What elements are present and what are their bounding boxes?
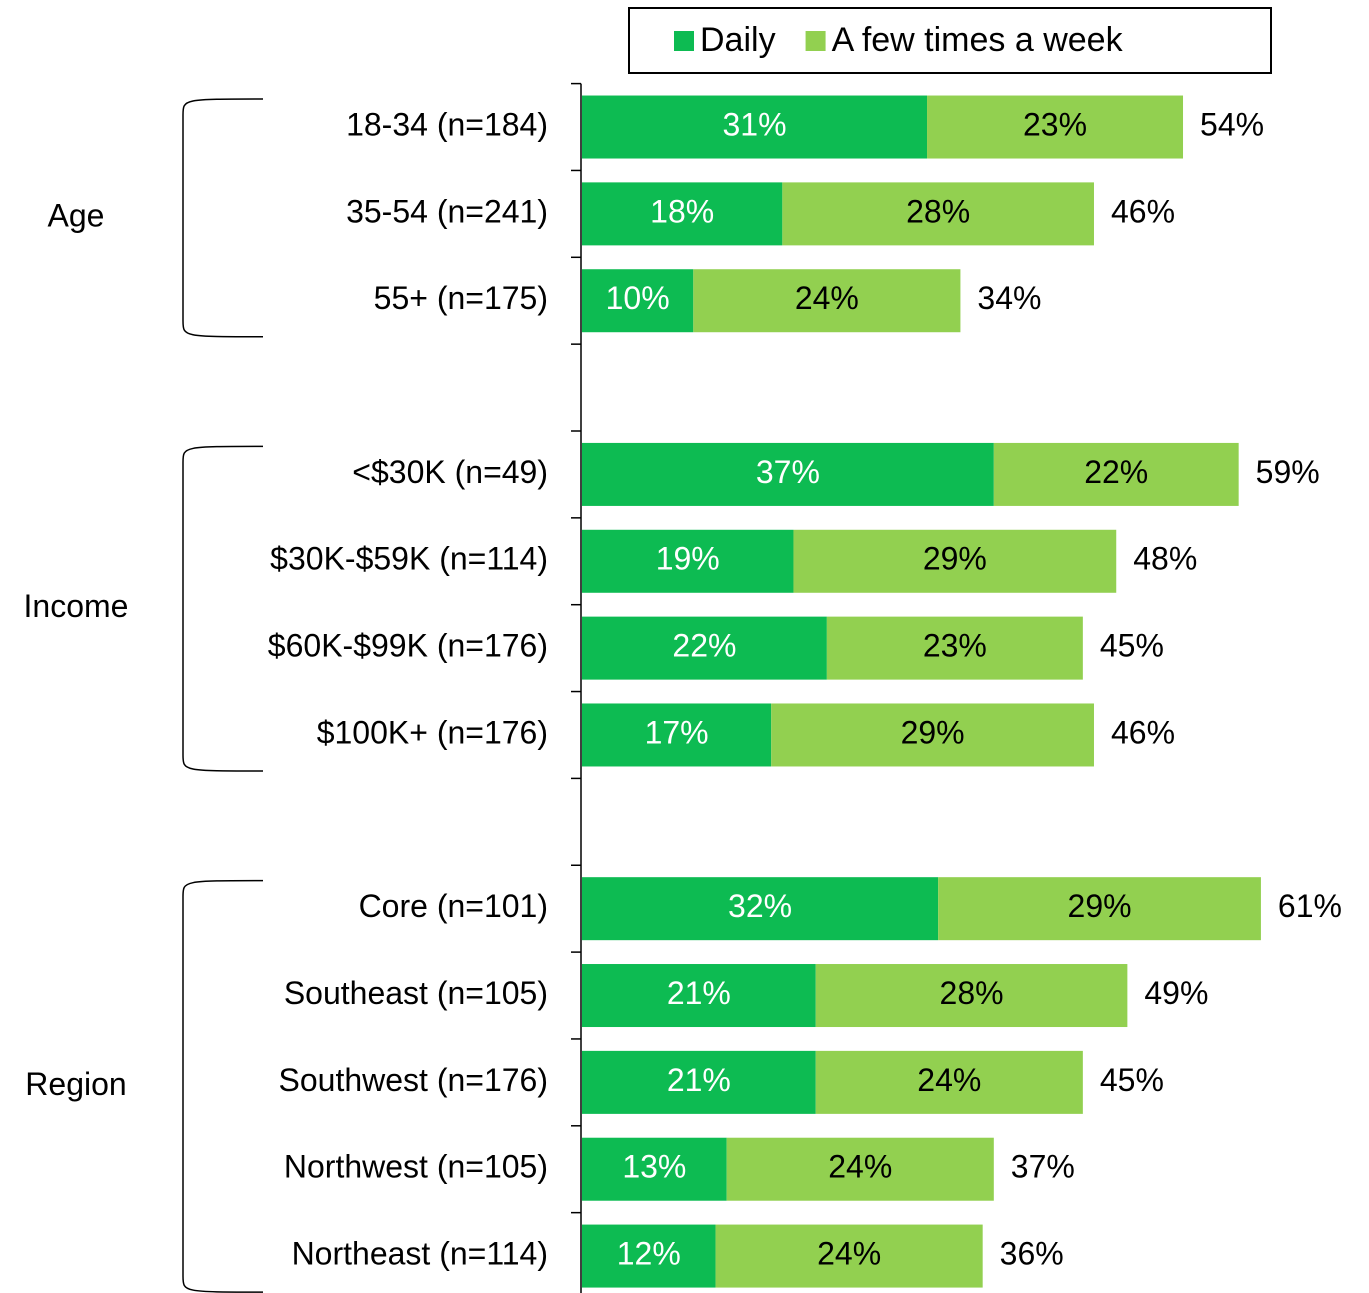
segment-label: 23% [923,628,987,664]
category-label: 18-34 (n=184) [346,106,548,142]
segment-label: 17% [645,714,709,750]
segment-label: 28% [940,975,1004,1011]
total-label: 45% [1100,1062,1164,1098]
segment-label: 21% [667,1062,731,1098]
group-bracket [182,879,264,1293]
total-label: 46% [1111,193,1175,229]
group-bracket [182,445,264,772]
segment-label: 24% [795,280,859,316]
bar-segment [782,182,1094,246]
total-label: 54% [1200,106,1264,142]
bar-segment [582,1137,727,1201]
bar-segment [582,269,694,333]
bar-segment [582,1050,816,1114]
bar-segment [815,1050,1083,1114]
segment-label: 19% [656,541,720,577]
bar-segment [582,442,994,506]
bar-segment [582,964,816,1028]
bar-segment [927,95,1184,159]
bar-segment [582,95,928,159]
bar-segment [582,1224,716,1288]
legend-box [628,7,1272,74]
bar-segment [582,703,772,767]
segment-label: 32% [728,888,792,924]
bar-segment [693,269,961,333]
category-label: $100K+ (n=176) [317,714,548,750]
total-label: 34% [977,280,1041,316]
bar-segment [582,529,794,593]
category-label: $60K-$99K (n=176) [268,628,548,664]
category-label: Northwest (n=105) [284,1149,548,1185]
legend-swatch [674,31,694,51]
category-label: Core (n=101) [359,888,548,924]
segment-label: 29% [923,541,987,577]
legend-swatch [805,31,826,51]
legend-label: A few times a week [832,21,1124,59]
total-label: 49% [1144,975,1208,1011]
segment-label: 10% [606,280,670,316]
total-label: 48% [1133,541,1197,577]
category-label: <$30K (n=49) [352,454,548,490]
segment-label: 24% [828,1149,892,1185]
bar-segment [826,616,1083,680]
total-label: 59% [1256,454,1320,490]
category-label: Northeast (n=114) [292,1236,548,1272]
segment-label: 29% [1068,888,1132,924]
category-label: Southwest (n=176) [279,1062,549,1098]
segment-label: 24% [817,1236,881,1272]
segment-label: 24% [917,1062,981,1098]
segment-label: 12% [617,1236,681,1272]
bar-segment [771,703,1094,767]
bar-segment [715,1224,983,1288]
segment-label: 37% [756,454,820,490]
group-label: Region [25,1066,126,1102]
total-label: 46% [1111,714,1175,750]
bar-segment [726,1137,994,1201]
group-bracket [182,98,264,338]
segment-label: 18% [650,193,714,229]
segment-label: 21% [667,975,731,1011]
total-label: 45% [1100,628,1164,664]
total-label: 61% [1278,888,1342,924]
total-label: 37% [1011,1149,1075,1185]
category-label: Southeast (n=105) [284,975,548,1011]
bar-segment [815,964,1128,1028]
bar-segment [793,529,1117,593]
category-label: 55+ (n=175) [374,280,548,316]
segment-label: 31% [722,106,786,142]
segment-label: 23% [1023,106,1087,142]
segment-label: 28% [906,193,970,229]
category-label: $30K-$59K (n=114) [270,541,548,577]
group-label: Age [48,197,105,233]
bar-segment [582,182,783,246]
bar-segment [582,877,939,941]
group-label: Income [24,588,129,624]
segment-label: 29% [901,714,965,750]
bar-segment [993,442,1239,506]
legend-label: Daily [700,21,776,59]
total-label: 36% [1000,1236,1064,1272]
bar-segment [582,616,827,680]
bar-segment [938,877,1261,941]
segment-label: 22% [672,628,736,664]
category-label: 35-54 (n=241) [346,193,548,229]
segment-label: 22% [1084,454,1148,490]
segment-label: 13% [622,1149,686,1185]
